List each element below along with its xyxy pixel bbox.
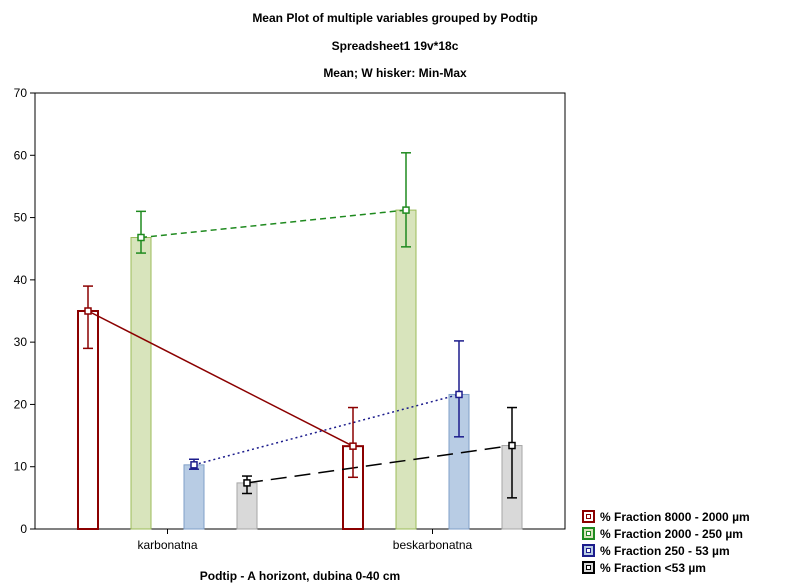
mean-marker: [190, 461, 198, 469]
mean-line: [140, 209, 407, 239]
x-tick-label: karbonatna: [137, 538, 197, 552]
legend-marker: [586, 531, 591, 536]
legend-label: % Fraction 8000 - 2000 µm: [600, 510, 750, 524]
y-tick-label: 10: [14, 460, 28, 474]
legend-label: % Fraction 2000 - 250 µm: [600, 527, 743, 541]
y-tick-label: 70: [14, 86, 28, 100]
chart-subtitle-1: Spreadsheet1 19v*18c: [332, 39, 459, 53]
mean-marker: [349, 442, 357, 450]
y-tick-label: 0: [20, 522, 27, 536]
legend: % Fraction 8000 - 2000 µm % Fraction 2000…: [582, 510, 750, 575]
legend-marker: [586, 514, 591, 519]
bar: [130, 237, 152, 530]
y-tick-label: 30: [14, 335, 28, 349]
mean-marker: [137, 233, 145, 242]
legend-marker: [586, 565, 591, 570]
mean-marker: [402, 206, 410, 214]
y-axis: 0 10 20 30 40 50 60 70: [14, 86, 35, 536]
x-tick-label: beskarbonatna: [393, 538, 473, 552]
x-axis: karbonatna beskarbonatna: [137, 529, 473, 552]
x-axis-label: Podtip - A horizont, dubina 0-40 cm: [200, 569, 400, 583]
y-tick-label: 50: [14, 211, 28, 225]
mean-line: [246, 444, 513, 484]
mean-line: [193, 393, 460, 466]
chart-subtitle-2: Mean; W hisker: Min-Max: [323, 66, 467, 80]
mean-marker: [84, 307, 92, 315]
y-tick-label: 60: [14, 148, 28, 162]
mean-marker: [508, 441, 516, 450]
legend-label: % Fraction <53 µm: [600, 561, 706, 575]
plot-area-frame: [34, 92, 566, 530]
mean-marker: [455, 390, 463, 399]
bar: [395, 209, 417, 530]
chart-title: Mean Plot of multiple variables grouped …: [252, 11, 537, 25]
legend-label: % Fraction 250 - 53 µm: [600, 544, 730, 558]
mean-marker: [243, 479, 251, 487]
y-tick-label: 40: [14, 273, 28, 287]
bar: [183, 464, 205, 530]
y-tick-label: 20: [14, 397, 28, 411]
legend-marker: [586, 548, 591, 553]
whiskers-group: [83, 152, 517, 499]
mean-lines-group: [87, 209, 513, 484]
mean-line: [87, 310, 354, 447]
